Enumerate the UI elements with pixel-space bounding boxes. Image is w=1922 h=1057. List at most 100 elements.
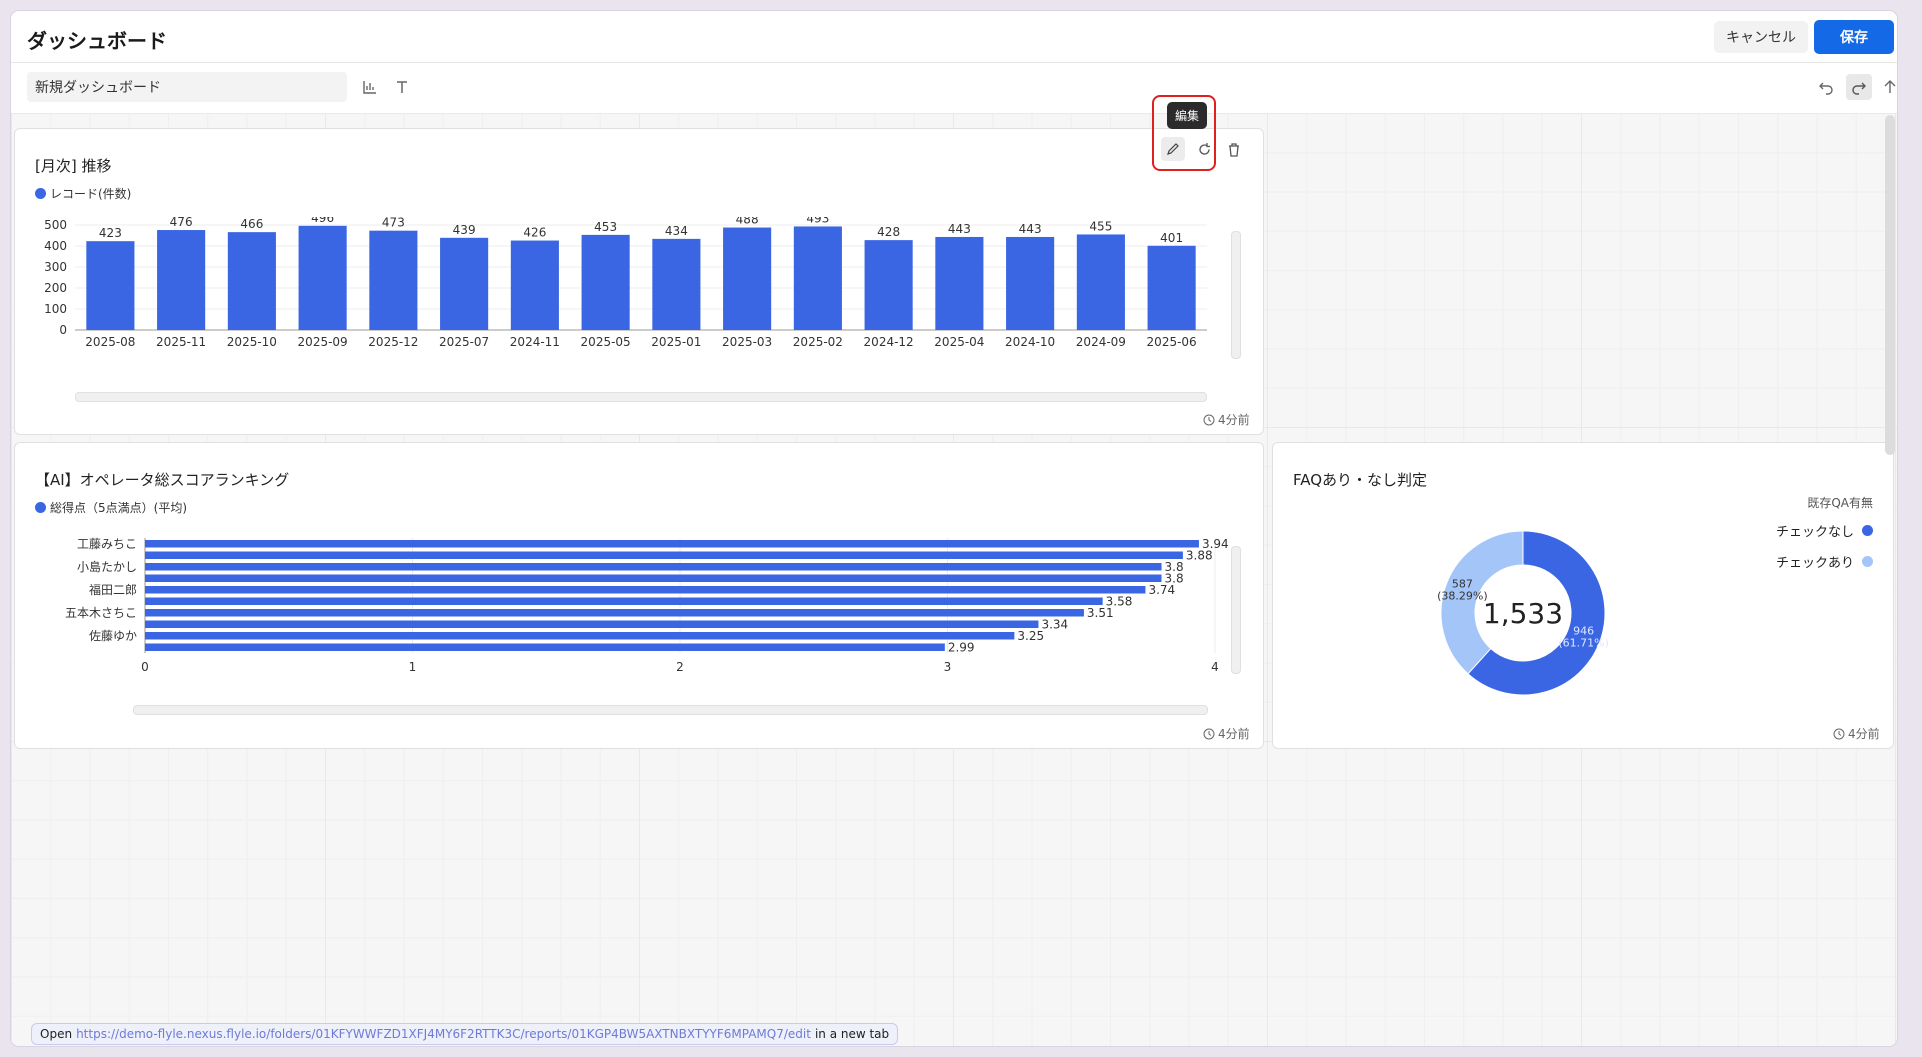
chart-horizontal-scrollbar[interactable]	[133, 705, 1208, 715]
x-tick-label: 0	[141, 660, 149, 674]
y-tick-label: 佐藤ゆか	[89, 629, 137, 643]
data-label: 443	[948, 222, 971, 236]
updated-time: 4分前	[1203, 411, 1250, 428]
y-tick-label: 福田二郎	[89, 582, 137, 597]
x-tick-label: 2	[676, 660, 684, 674]
updated-label: 4分前	[1848, 727, 1880, 741]
legend-item[interactable]: チェックなし	[1776, 521, 1873, 540]
x-tick-label: 1	[409, 660, 417, 674]
save-button[interactable]: 保存	[1814, 20, 1894, 54]
data-label: 3.88	[1186, 548, 1213, 562]
bar	[652, 238, 701, 330]
add-chart-icon[interactable]	[359, 76, 381, 98]
card-title: FAQあり・なし判定	[1293, 471, 1428, 489]
y-tick-label: 工藤みちこ	[77, 537, 137, 551]
x-tick-label: 2025-08	[85, 335, 135, 349]
edit-pencil-icon[interactable]	[1161, 137, 1185, 161]
link-status-bar: Open https://demo-flyle.nexus.flyle.io/f…	[31, 1023, 899, 1045]
data-label: 443	[1019, 222, 1042, 236]
data-label: 439	[453, 223, 476, 237]
data-label: 488	[736, 217, 759, 227]
data-label: 476	[170, 217, 193, 229]
clock-icon	[1203, 728, 1215, 739]
legend-label: チェックなし	[1775, 525, 1854, 540]
bar	[145, 620, 1039, 628]
bar	[1076, 234, 1125, 330]
x-tick-label: 4	[1211, 660, 1219, 674]
x-tick-label: 2024-12	[864, 335, 914, 349]
y-tick-label: 100	[44, 302, 67, 316]
trash-icon[interactable]	[1222, 137, 1246, 161]
app-window: ダッシュボード キャンセル 保存 [月次] 推移 レコード(件数) 010020…	[11, 11, 1897, 1046]
x-tick-label: 2024-10	[1005, 335, 1055, 349]
data-label: 3.74	[1148, 583, 1175, 597]
x-tick-label: 2025-10	[227, 335, 277, 349]
data-label: 453	[594, 220, 617, 234]
bar	[157, 230, 206, 330]
ranking-chart-card[interactable]: 【AI】オペレータ総スコアランキング 総得点（5点満点）(平均) 0 1 2 3 4 3.…	[14, 442, 1264, 749]
arrow-up-icon[interactable]	[1879, 76, 1897, 98]
chart-legend: レコード(件数)	[35, 185, 131, 202]
data-label: 3.58	[1106, 594, 1133, 608]
page-scrollbar[interactable]	[1885, 115, 1895, 455]
y-tick-label: 五本木さちこ	[65, 606, 137, 620]
bar	[510, 240, 559, 330]
chart-horizontal-scrollbar[interactable]	[75, 392, 1207, 402]
chart-vertical-scrollbar[interactable]	[1231, 546, 1241, 674]
monthly-chart-card[interactable]: [月次] 推移 レコード(件数) 0 100 200 300 400 500 423 2025…	[14, 128, 1264, 435]
x-tick-label: 3	[944, 660, 952, 674]
bar	[581, 234, 630, 330]
status-url: https://demo-flyle.nexus.flyle.io/folder…	[76, 1027, 811, 1041]
donut-center-total: 1,533	[1483, 597, 1563, 630]
bar	[86, 241, 135, 330]
y-tick-label: 小島たかし	[77, 559, 137, 574]
bar	[145, 643, 945, 651]
data-label: 3.51	[1087, 606, 1114, 620]
data-label: 466	[240, 217, 263, 231]
x-tick-label: 2025-04	[934, 335, 984, 349]
data-label: 434	[665, 224, 688, 238]
legend-label: レコード(件数)	[50, 187, 132, 201]
monthly-bar-chart: 0 100 200 300 400 500 423 2025-08 476 2025-11 466 2…	[44, 217, 1207, 349]
bar	[298, 225, 347, 330]
bar	[227, 232, 276, 330]
chart-vertical-scrollbar[interactable]	[1231, 231, 1241, 359]
bar	[935, 236, 984, 330]
updated-time: 4分前	[1833, 725, 1880, 742]
data-label: 3.8	[1165, 571, 1184, 585]
legend-item[interactable]: チェックあり	[1776, 552, 1873, 571]
data-label: 473	[382, 217, 405, 230]
slice-percent-label: (38.29%)	[1437, 590, 1488, 603]
x-tick-label: 2024-09	[1076, 335, 1126, 349]
undo-icon[interactable]	[1815, 76, 1837, 98]
donut-slice	[1467, 530, 1606, 696]
header: ダッシュボード キャンセル 保存	[11, 11, 1897, 63]
bar	[145, 563, 1162, 571]
data-label: 428	[877, 225, 900, 239]
clock-icon	[1203, 414, 1215, 425]
dashboard-name-input[interactable]	[27, 72, 347, 102]
bar	[793, 226, 842, 330]
data-label: 496	[311, 217, 334, 225]
dashboard-canvas: [月次] 推移 レコード(件数) 0 100 200 300 400 500 423 2025…	[11, 113, 1897, 1046]
refresh-icon[interactable]	[1192, 137, 1216, 161]
redo-icon[interactable]	[1846, 74, 1872, 100]
legend-label: チェックあり	[1775, 556, 1854, 571]
data-label: 3.25	[1017, 629, 1044, 643]
x-tick-label: 2025-01	[651, 335, 701, 349]
edit-tooltip: 編集	[1167, 102, 1208, 129]
x-tick-label: 2025-02	[793, 335, 843, 349]
x-tick-label: 2025-12	[368, 335, 418, 349]
legend-label: 総得点（5点満点）(平均)	[50, 501, 187, 515]
cancel-button[interactable]: キャンセル	[1714, 21, 1808, 53]
x-tick-label: 2024-11	[510, 335, 560, 349]
faq-donut-card[interactable]: FAQあり・なし判定 既存QA有無 チェックなし チェックあり 946 (61.71…	[1272, 442, 1894, 749]
bar	[369, 230, 418, 330]
donut-slice	[1440, 530, 1524, 675]
bar	[1006, 236, 1055, 330]
legend-title: 既存QA有無	[1807, 496, 1873, 510]
y-tick-label: 0	[59, 323, 67, 337]
card-title: [月次] 推移	[35, 157, 112, 175]
add-text-icon[interactable]	[391, 76, 413, 98]
legend-dot	[35, 502, 46, 513]
